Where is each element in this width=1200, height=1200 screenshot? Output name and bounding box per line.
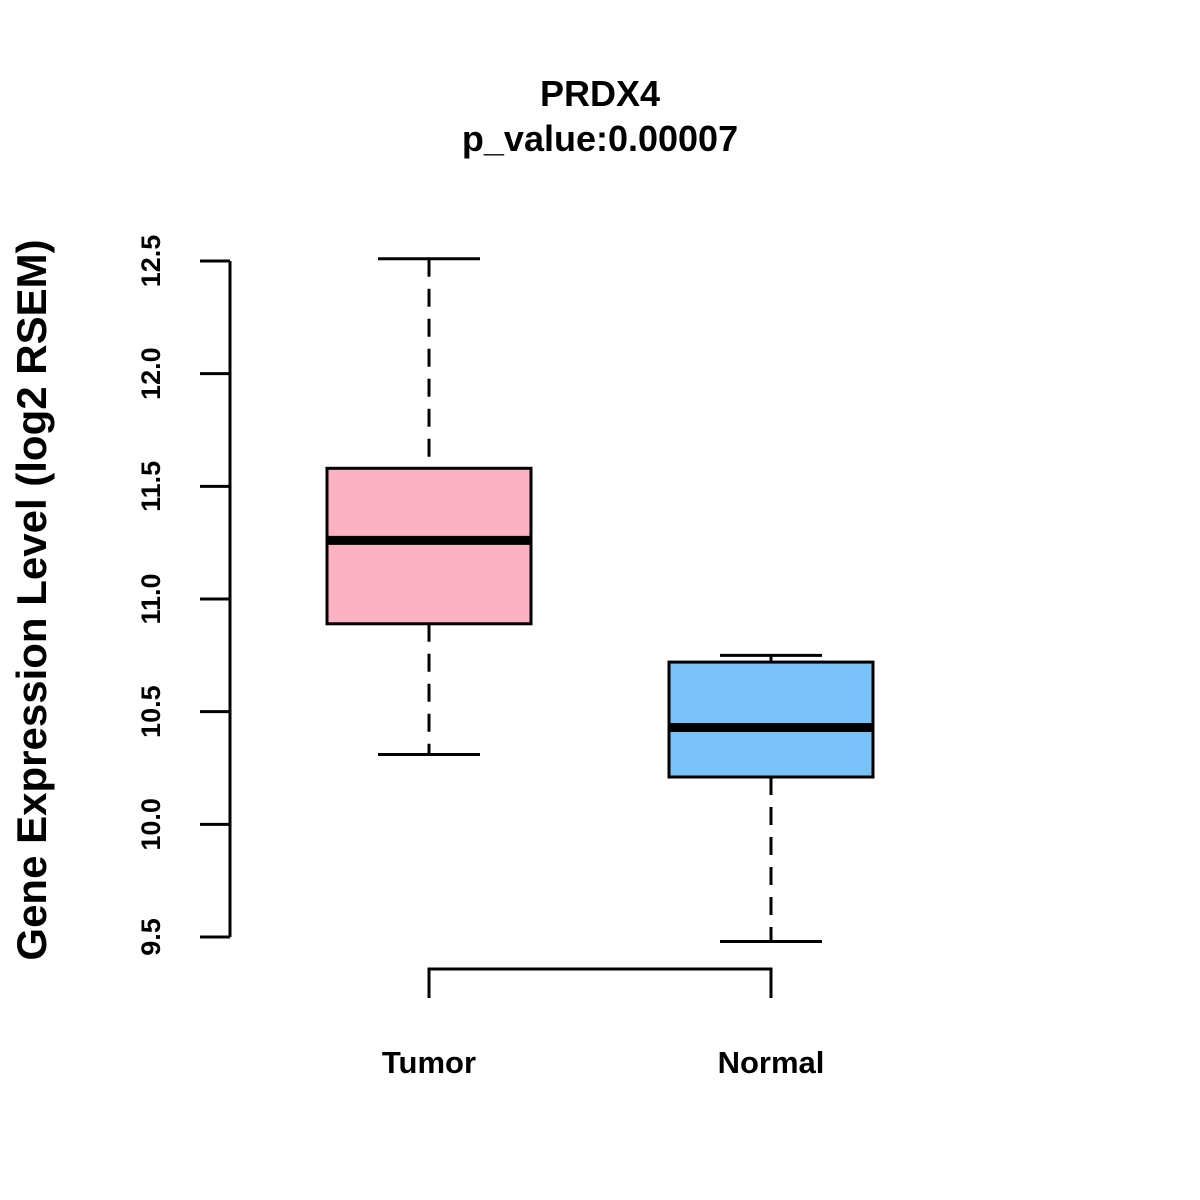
- category-labels: Tumor Normal: [382, 1045, 824, 1080]
- comparison-bracket: [427, 967, 773, 998]
- y-axis-label: Gene Expression Level (log2 RSEM): [8, 239, 55, 960]
- y-tick-label: 11.5: [136, 461, 166, 512]
- box-tumor: [325, 257, 533, 756]
- bracket-line: [427, 967, 773, 998]
- y-tick-label: 12.5: [136, 235, 166, 288]
- y-tick-label: 12.0: [136, 347, 166, 400]
- y-tick-label: 10.5: [136, 685, 166, 738]
- y-tick-label: 9.5: [136, 918, 166, 956]
- iqr-box: [667, 660, 875, 779]
- chart-title: PRDX4: [540, 73, 660, 114]
- category-label-normal: Normal: [718, 1045, 825, 1080]
- chart-subtitle: p_value:0.00007: [462, 118, 738, 159]
- iqr-box: [325, 466, 533, 626]
- y-axis: 9.5 10.0 10.5 11.0 11.5 12.0 12.5: [136, 235, 232, 956]
- boxes: [325, 257, 875, 944]
- y-tick-label: 10.0: [136, 798, 166, 851]
- y-tick-label: 11.0: [136, 573, 166, 624]
- box-normal: [667, 653, 875, 944]
- category-label-tumor: Tumor: [382, 1045, 476, 1080]
